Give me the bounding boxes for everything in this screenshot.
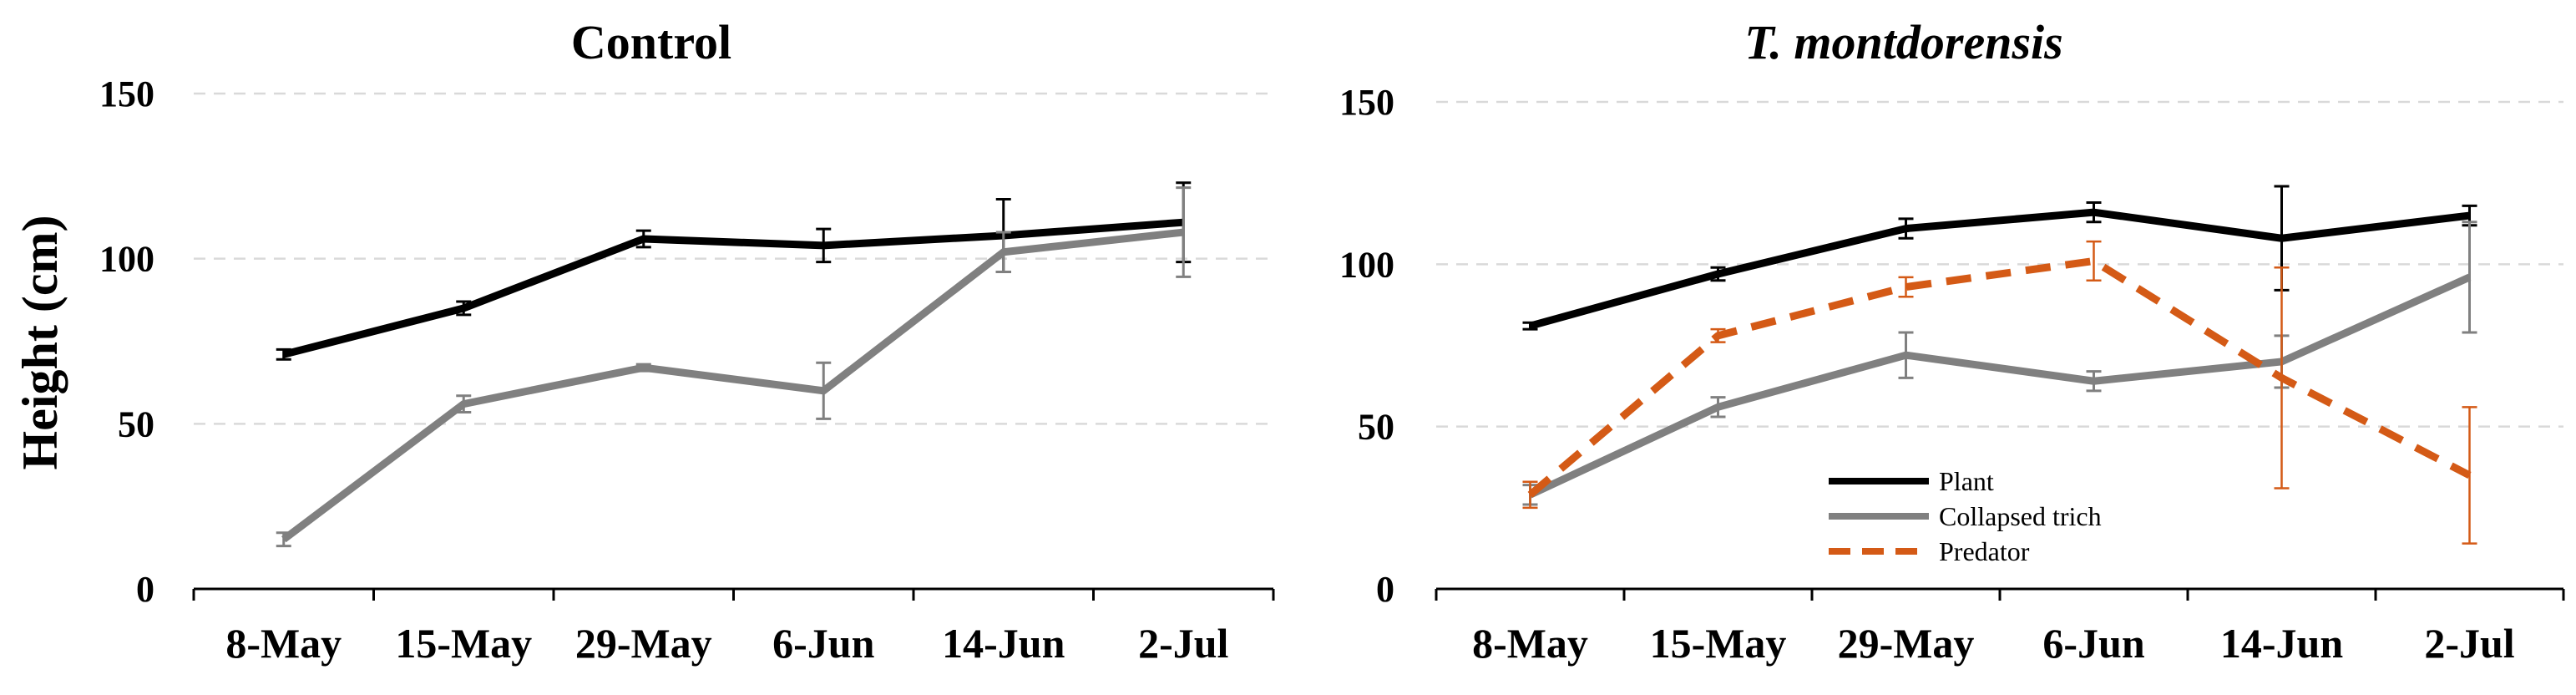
x-tick-label: 6-Jun bbox=[772, 620, 874, 667]
axes: 0 50 100 150 8-May 15-May 29-May 6-Jun 14-Jun 2-J… bbox=[1339, 82, 2565, 667]
series-line bbox=[281, 228, 1184, 543]
x-tick-label: 14-Jun bbox=[942, 620, 1065, 667]
series bbox=[1522, 185, 2477, 545]
y-tick-label: 0 bbox=[136, 569, 154, 610]
legend: Plant Collapsed trich Predator bbox=[1829, 466, 2102, 566]
y-tick-label: 50 bbox=[118, 403, 154, 444]
gridlines bbox=[194, 92, 1273, 425]
x-tick-label: 29-May bbox=[575, 620, 712, 667]
series-line bbox=[1528, 273, 2472, 499]
chart-title: Control bbox=[571, 15, 731, 69]
series-collapsed-trich bbox=[1522, 221, 2477, 506]
series bbox=[276, 181, 1192, 548]
legend-label: Collapsed trich bbox=[1939, 501, 2102, 531]
series-line bbox=[1527, 256, 2472, 498]
y-tick-label: 100 bbox=[1339, 244, 1394, 285]
series-line bbox=[1529, 208, 2471, 330]
x-tick-label: 14-Jun bbox=[2220, 620, 2343, 667]
series-collapsed-trich bbox=[276, 186, 1192, 548]
y-tick-label: 0 bbox=[1376, 569, 1394, 610]
axes: 0 50 100 150 8-May 15-May 29-May 6-Jun 14-Jun 2-J… bbox=[99, 74, 1275, 667]
x-tick-label: 6-Jun bbox=[2042, 620, 2144, 667]
series-predator bbox=[1522, 240, 2477, 545]
chart-title: T. montdorensis bbox=[1744, 15, 2062, 69]
x-tick-label: 8-May bbox=[1472, 620, 1588, 667]
y-tick-label: 50 bbox=[1358, 407, 1394, 448]
gridlines bbox=[1436, 100, 2563, 428]
x-tick-label: 2-Jul bbox=[2424, 620, 2514, 667]
legend-item: Predator bbox=[1829, 536, 2030, 566]
legend-label: Plant bbox=[1939, 466, 1994, 496]
series-line bbox=[282, 218, 1184, 358]
x-tick-label: 15-May bbox=[395, 620, 532, 667]
control-chart: Control Height (cm) 0 50 100 150 8-May 15-May… bbox=[13, 15, 1275, 667]
t-montdorensis-chart: T. montdorensis 0 50 100 150 8-May 15-May 29-M… bbox=[1339, 15, 2565, 667]
series-plant bbox=[1522, 185, 2477, 331]
y-tick-label: 100 bbox=[99, 239, 154, 280]
legend-item: Plant bbox=[1829, 466, 1994, 496]
y-tick-label: 150 bbox=[1339, 82, 1394, 123]
legend-item: Collapsed trich bbox=[1829, 501, 2102, 531]
y-axis-title: Height (cm) bbox=[13, 216, 68, 470]
series-plant bbox=[276, 181, 1192, 361]
x-tick-label: 8-May bbox=[225, 620, 342, 667]
y-tick-label: 150 bbox=[99, 74, 154, 114]
x-tick-label: 29-May bbox=[1838, 620, 1975, 667]
x-tick-label: 15-May bbox=[1650, 620, 1787, 667]
legend-label: Predator bbox=[1939, 536, 2030, 566]
x-tick-label: 2-Jul bbox=[1138, 620, 1228, 667]
